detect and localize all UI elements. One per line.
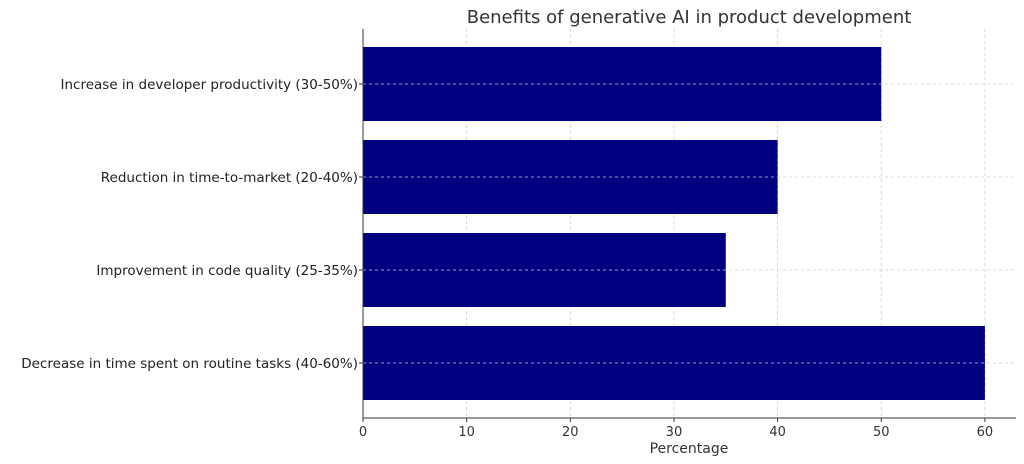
y-tick-label: Reduction in time-to-market (20-40%) <box>101 170 358 186</box>
y-tick-label: Increase in developer productivity (30-5… <box>61 77 359 93</box>
x-tick-label: 20 <box>562 425 579 440</box>
x-ticks: 0 10 20 30 40 50 60 <box>359 418 993 440</box>
x-tick-label: 0 <box>359 425 367 440</box>
x-tick-label: 10 <box>458 425 475 440</box>
x-tick-label: 60 <box>977 425 994 440</box>
y-tick-label: Improvement in code quality (25-35%) <box>96 263 358 279</box>
grid-horizontal <box>363 83 1016 364</box>
x-axis-label: Percentage <box>650 441 729 457</box>
x-tick-label: 30 <box>666 425 683 440</box>
x-tick-label: 50 <box>873 425 890 440</box>
bar <box>363 140 778 214</box>
y-tick-label: Decrease in time spent on routine tasks … <box>21 356 358 372</box>
chart-title: Benefits of generative AI in product dev… <box>467 7 912 28</box>
x-tick-label: 40 <box>769 425 786 440</box>
y-tick-labels: Decrease in time spent on routine tasks … <box>21 77 363 372</box>
